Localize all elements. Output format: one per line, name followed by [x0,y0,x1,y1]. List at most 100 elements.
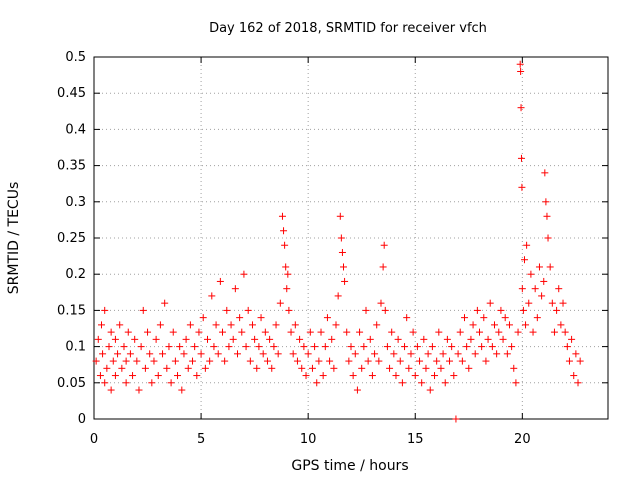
data-point [469,321,477,329]
data-point [116,321,124,329]
data-point [174,372,182,380]
data-point [206,357,214,365]
data-point [255,343,263,351]
data-point [197,350,205,358]
data-point [304,350,312,358]
data-point [488,343,496,351]
data-point [517,67,525,75]
data-point [261,328,269,336]
data-point [543,212,551,220]
data-point [146,350,154,358]
data-point [340,263,348,271]
data-point [221,357,229,365]
y-tick-label: 0.05 [57,376,86,391]
data-point [559,299,567,307]
data-point [111,335,119,343]
y-tick-label: 0 [78,412,86,427]
data-point [388,328,396,336]
data-point [486,299,494,307]
data-point [105,343,113,351]
data-point [334,292,342,300]
data-point [253,364,261,372]
data-point [461,314,469,322]
data-point [156,321,164,329]
data-point [377,299,385,307]
data-point [426,386,434,394]
data-point [544,234,552,242]
data-point [516,60,524,68]
data-point [570,372,578,380]
data-point [118,364,126,372]
data-point [435,328,443,336]
y-tick-label: 0.15 [57,303,86,318]
data-point [107,386,115,394]
data-point [97,321,105,329]
data-point [345,357,353,365]
data-point [276,299,284,307]
data-point [242,343,250,351]
data-point [150,357,158,365]
data-point [420,335,428,343]
data-point [92,357,100,365]
data-point [311,343,319,351]
data-point [219,328,226,336]
data-point [518,285,526,293]
data-point [280,227,288,235]
data-point [266,335,274,343]
data-point [565,357,573,365]
data-point [126,350,134,358]
data-point [360,343,368,351]
axis-ticks: 0 0.05 0.1 0.15 0.2 0.25 0.3 0.35 0.4 0.45 0.5 0 5 10… [57,50,608,447]
data-point [568,335,576,343]
data-point [195,328,203,336]
data-point [541,169,549,177]
data-point [289,350,297,358]
data-point [308,364,316,372]
data-point [133,357,141,365]
data-point [101,306,109,314]
data-point [450,372,458,380]
data-point [103,364,111,372]
data-point [282,263,290,271]
data-point [514,328,522,336]
data-point [518,183,526,191]
data-point [109,357,117,365]
data-point [448,343,456,351]
y-axis-label: SRMTID / TECUs [6,182,22,295]
data-point [497,306,505,314]
data-point [553,306,561,314]
data-point [465,364,473,372]
data-point [212,321,220,329]
y-tick-label: 0.1 [65,340,86,355]
data-point [398,379,406,387]
data-point [321,343,329,351]
data-point [386,364,394,372]
data-point [300,343,308,351]
data-point [443,335,451,343]
y-tick-label: 0.45 [57,86,86,101]
data-point [281,241,289,249]
data-point [341,277,349,285]
data-point [503,350,511,358]
data-point [540,277,548,285]
data-point [284,270,292,278]
data-point [208,292,216,300]
data-point [111,372,119,380]
data-point [535,263,543,271]
data-point [390,350,398,358]
data-point [101,379,109,387]
data-points [92,60,584,423]
data-point [499,335,507,343]
data-point [163,364,171,372]
data-point [319,372,327,380]
data-point [129,372,137,380]
data-point [508,343,516,351]
data-point [517,104,525,112]
data-point [287,328,295,336]
data-point [473,306,481,314]
data-point [293,357,301,365]
data-point [366,335,374,343]
data-point [313,379,321,387]
data-point [381,306,389,314]
